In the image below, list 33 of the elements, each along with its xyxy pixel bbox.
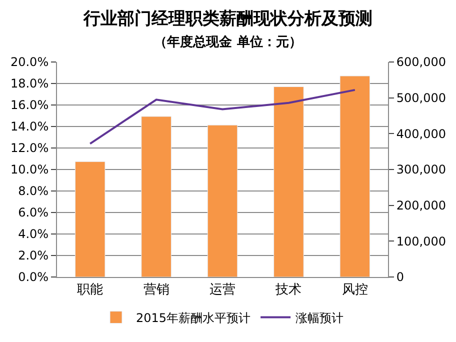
y-tick-label: 10.0% (10, 162, 49, 177)
y-tick-label: 20.0% (10, 55, 49, 70)
bar (74, 161, 106, 277)
y2-tick-label: 0 (396, 270, 404, 284)
x-tick-label: 风控 (342, 282, 368, 298)
y-tick-label: 16.0% (10, 98, 49, 112)
y-tick-label: 18.0% (10, 76, 49, 91)
y-tick-label: 4.0% (18, 227, 49, 242)
y-tick-label: 12.0% (10, 141, 49, 156)
chart-title: 行业部门经理职类薪酬现状分析及预测 (82, 8, 372, 29)
legend-label: 涨幅预计 (296, 310, 344, 325)
legend-label: 2015年薪酬水平预计 (136, 310, 251, 325)
y2-tick-label: 400,000 (396, 126, 446, 141)
x-tick-label: 职能 (77, 282, 104, 298)
y2-tick-label: 300,000 (396, 162, 446, 177)
y-tick-label: 14.0% (10, 120, 49, 134)
bar (141, 116, 172, 277)
x-tick-label: 运营 (210, 282, 236, 298)
y2-tick-label: 600,000 (396, 55, 446, 70)
bar (340, 76, 370, 277)
y2-tick-label: 500,000 (396, 91, 446, 106)
bar (274, 86, 304, 277)
y2-tick-label: 100,000 (396, 234, 446, 248)
y-tick-label: 0.0% (18, 270, 49, 284)
y-tick-label: 2.0% (18, 248, 49, 263)
chart-subtitle: （年度总现金 单位：元） (154, 34, 302, 50)
y-tick-label: 6.0% (18, 206, 49, 220)
x-tick-label: 营销 (143, 282, 170, 298)
x-tick-label: 技术 (274, 282, 302, 298)
y2-tick-label: 200,000 (396, 198, 446, 213)
bar (207, 124, 238, 277)
line-series (89, 88, 356, 145)
y-tick-label: 8.0% (18, 184, 49, 198)
